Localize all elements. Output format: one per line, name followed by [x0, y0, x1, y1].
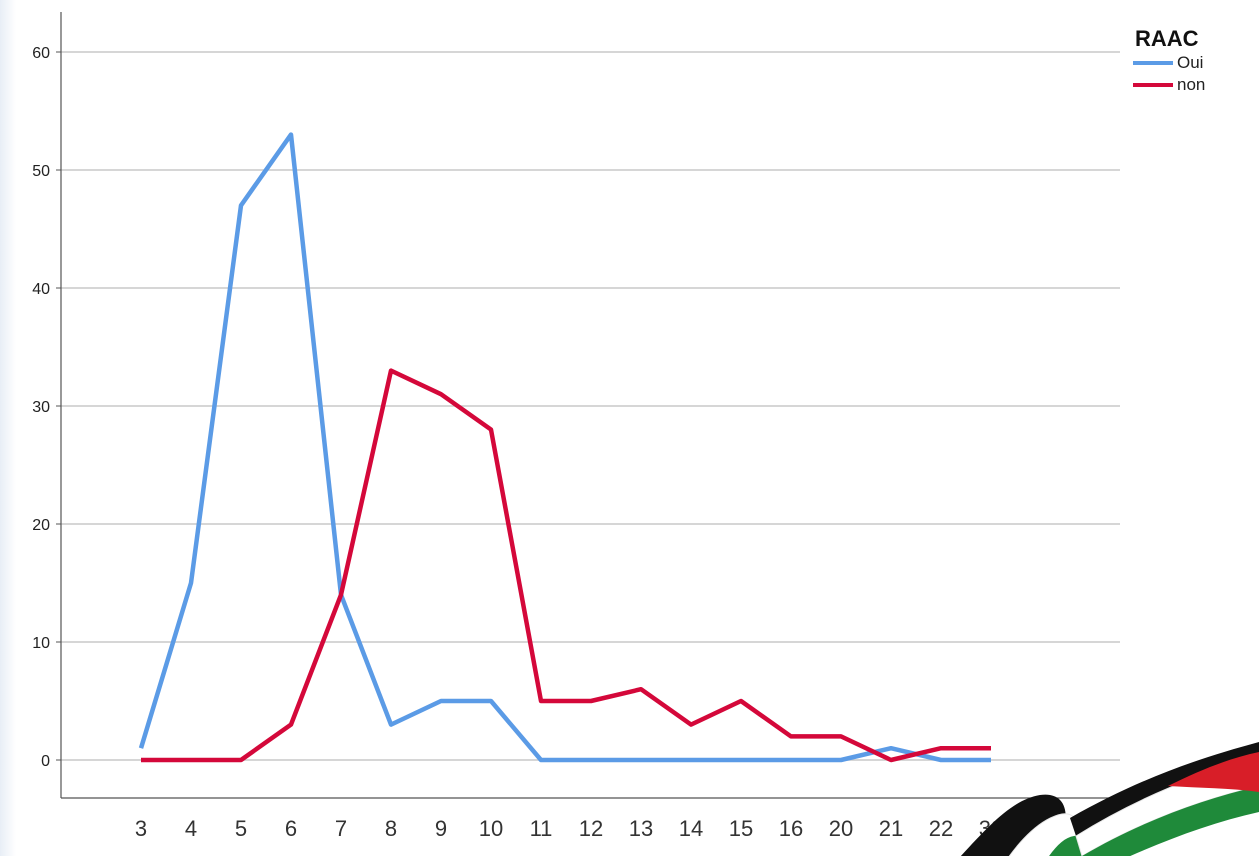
x-tick-label: 6: [285, 816, 297, 841]
series-line-non: [141, 368, 991, 763]
x-tick-label: 10: [479, 816, 503, 841]
x-tick-label: 3: [135, 816, 147, 841]
x-tick-label: 16: [779, 816, 803, 841]
y-tick-label: 10: [32, 635, 50, 652]
legend: RAAC Oui non: [1133, 26, 1205, 96]
series-line-oui: [138, 132, 991, 763]
x-tick-label: 7: [335, 816, 347, 841]
x-tick-label: 11: [530, 816, 553, 841]
y-tick-label: 20: [32, 517, 50, 534]
y-tick-label: 40: [32, 281, 50, 298]
legend-item-non: non: [1133, 74, 1205, 96]
legend-item-oui: Oui: [1133, 52, 1205, 74]
legend-swatch: [1133, 61, 1173, 65]
x-tick-label: 8: [385, 816, 397, 841]
x-tick-label: 20: [829, 816, 853, 841]
x-tick-label: 22: [929, 816, 953, 841]
y-tick-label: 50: [32, 163, 50, 180]
y-tick-label: 0: [41, 753, 50, 770]
y-tick-label: 30: [32, 399, 50, 416]
legend-label: Oui: [1177, 53, 1204, 72]
legend-title: RAAC: [1135, 26, 1199, 51]
x-tick-label: 21: [879, 816, 903, 841]
x-tick-label: 15: [729, 816, 753, 841]
y-tick-label: 60: [32, 45, 50, 62]
x-tick-label: 5: [235, 816, 247, 841]
x-tick-label: 12: [579, 816, 603, 841]
legend-items: Oui non: [1133, 52, 1205, 96]
x-tick-label: 13: [629, 816, 653, 841]
left-edge-band: [0, 0, 16, 856]
legend-label: non: [1177, 75, 1206, 94]
x-tick-label: 32: [979, 816, 1003, 841]
x-tick-label: 14: [679, 816, 703, 841]
legend-swatch: [1133, 83, 1173, 87]
x-tick-label: 4: [185, 816, 197, 841]
x-tick-label: 9: [435, 816, 447, 841]
